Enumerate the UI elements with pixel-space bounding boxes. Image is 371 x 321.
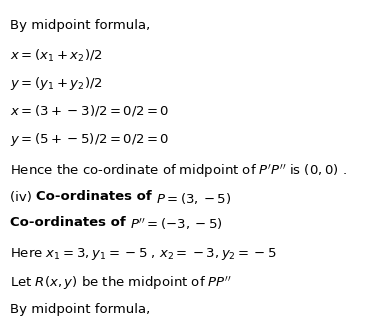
Text: $x  =  (3 + -3)/2  =  0/2  =  0$: $x = (3 + -3)/2 = 0/2 = 0$	[10, 103, 170, 118]
Text: Let $R(x, y)$ be the midpoint of $PP''$: Let $R(x, y)$ be the midpoint of $PP''$	[10, 274, 232, 292]
Text: By midpoint formula,: By midpoint formula,	[10, 302, 150, 316]
Text: Here $x_1  =  3, y_1  =  -5$ , $x_2  =  -3, y_2  =  -5$: Here $x_1 = 3, y_1 = -5$ , $x_2 = -3, y_…	[10, 247, 277, 263]
Text: Co-ordinates of: Co-ordinates of	[36, 190, 157, 204]
Text: By midpoint formula,: By midpoint formula,	[10, 20, 150, 32]
Text: $y  =  (5 + -5)/2  =  0/2  =  0$: $y = (5 + -5)/2 = 0/2 = 0$	[10, 132, 170, 149]
Text: $x  =  (x_1 + x_2)/2$: $x = (x_1 + x_2)/2$	[10, 48, 102, 64]
Text: $y  =  (y_1 + y_2)/2$: $y = (y_1 + y_2)/2$	[10, 75, 102, 92]
Text: Hence the co-ordinate of midpoint of $P'P''$ is $(0,0)$ .: Hence the co-ordinate of midpoint of $P'…	[10, 162, 347, 180]
Text: (iv): (iv)	[10, 190, 36, 204]
Text: $P  =  (3, -5)$: $P = (3, -5)$	[157, 190, 232, 205]
Text: $P''  =  (-3, -5)$: $P'' = (-3, -5)$	[130, 216, 223, 232]
Text: Co-ordinates of: Co-ordinates of	[10, 216, 130, 230]
